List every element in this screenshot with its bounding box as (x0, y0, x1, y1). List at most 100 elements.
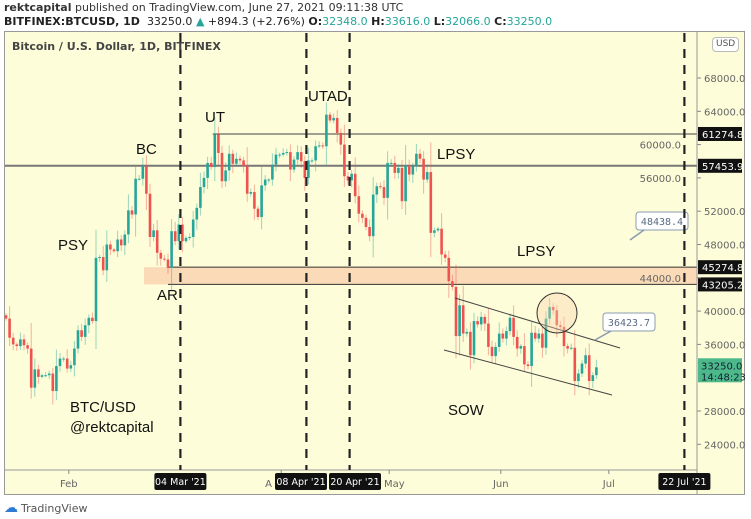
author[interactable]: rektcapital (4, 1, 72, 14)
candle-body (580, 363, 584, 374)
highlight-circle (536, 292, 578, 334)
candle-body (397, 167, 400, 173)
chart-frame[interactable] (4, 31, 745, 495)
y-tick-label: 36000.0 (704, 340, 745, 351)
currency-button[interactable]: USD (712, 37, 740, 52)
candle-body (332, 117, 335, 121)
candle-body (112, 249, 116, 252)
candle-body (217, 134, 220, 153)
change: +894.3 (+2.76%) (207, 15, 305, 28)
close-value: 33250.0 (506, 15, 553, 28)
candle-body (209, 162, 213, 168)
annotation-sow: SOW (448, 402, 484, 419)
candle-body (296, 152, 299, 160)
candle-body (170, 231, 173, 268)
candle-body (519, 346, 523, 349)
candle-body (451, 281, 454, 287)
high-value: 33616.0 (384, 15, 431, 28)
candle-body (285, 152, 289, 154)
candle-body (191, 219, 195, 238)
candle-body (33, 369, 37, 388)
candle-body (101, 256, 105, 271)
y-tick-label: 52000.0 (704, 207, 745, 218)
candle-body (350, 173, 353, 181)
annotation-psy: PSY (58, 237, 89, 254)
candle-body (94, 257, 98, 322)
last-price: 33250.0 (146, 15, 193, 28)
candle-body (155, 230, 159, 253)
candle-body (98, 256, 101, 258)
candle-body (497, 333, 501, 347)
candle-body (591, 375, 595, 382)
x-tick-label: Jun (492, 479, 509, 490)
candle-body (490, 346, 494, 357)
price-badge (698, 126, 742, 141)
annotation-pair: BTC/USD (70, 399, 136, 416)
candle-body (310, 160, 314, 162)
candle-body (411, 166, 415, 175)
candle-body (163, 258, 166, 260)
candle-body (69, 365, 73, 369)
candle-body (199, 187, 202, 208)
y-tick-label: 68000.0 (704, 74, 745, 85)
candle-body (267, 179, 271, 181)
candle-body (65, 358, 69, 369)
candle-body (274, 154, 278, 165)
candle-body (231, 153, 235, 164)
candle-body (418, 153, 422, 159)
candle-body (541, 333, 544, 348)
candle-body (181, 224, 184, 242)
candle-body (242, 160, 245, 167)
price-badge (698, 158, 742, 173)
candle-body (119, 239, 123, 246)
candle-body (148, 193, 152, 238)
candle-body (530, 332, 533, 367)
x-tick-label: May (384, 479, 405, 490)
candle-body (314, 146, 317, 161)
candle-body (22, 339, 26, 346)
publish-text: published on TradingView.com, June 27, 2… (75, 1, 404, 14)
callout-label: 36423.7 (608, 318, 650, 329)
candle-body (206, 162, 209, 178)
candle-body (87, 317, 91, 326)
candle-body (537, 333, 541, 339)
candle-body (123, 234, 127, 246)
candle-body (476, 321, 479, 325)
candle-body (299, 152, 303, 162)
candle-body (141, 166, 145, 179)
candle-body (303, 161, 307, 178)
channel-upper-line (454, 297, 621, 349)
candle-body (220, 152, 224, 182)
date-badge-label: 04 Mar '21 (155, 477, 206, 488)
o-label: O: (308, 15, 323, 28)
y-tick-label: 60000.0 (640, 141, 681, 152)
candle-body (440, 228, 443, 255)
candle-body (479, 316, 483, 325)
annotation-utad: UTAD (308, 88, 348, 105)
candle-body (137, 178, 141, 180)
annotation-handle: @rektcapital (70, 419, 154, 436)
candle-body (202, 177, 206, 188)
h-label: H: (371, 15, 385, 28)
candle-body (508, 317, 512, 332)
candle-body (389, 162, 393, 164)
publish-info: rektcapital published on TradingView.com… (4, 1, 403, 14)
candle-body (292, 159, 296, 170)
candle-body (382, 187, 386, 198)
y-tick-label: 48000.0 (704, 241, 745, 252)
candle-body (245, 166, 249, 194)
candle-body (62, 358, 65, 360)
candle-body (127, 210, 130, 235)
tradingview-logo[interactable]: ☁ TradingView (4, 500, 87, 516)
price-badge-label: 45274.8 (702, 263, 743, 274)
candle-body (368, 227, 371, 237)
candle-body (458, 305, 461, 337)
candle-body (343, 144, 346, 177)
candle-body (116, 239, 119, 252)
candle-body (166, 259, 170, 268)
candle-body (260, 185, 263, 218)
callout-box (635, 211, 689, 231)
l-label: L: (433, 15, 446, 28)
candle-body (271, 164, 274, 180)
